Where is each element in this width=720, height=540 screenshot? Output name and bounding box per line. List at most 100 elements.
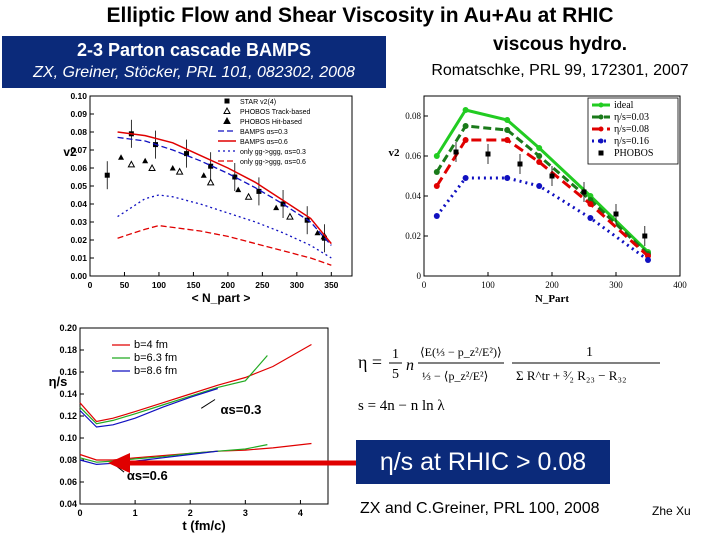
y-tick-label: 0 <box>417 271 422 281</box>
legend-label: PHOBOS Track-based <box>240 109 311 116</box>
x-tick-label: 0 <box>88 280 93 290</box>
left-arrow-icon <box>108 453 358 473</box>
x-tick-label: 4 <box>298 508 303 518</box>
data-point <box>536 159 543 165</box>
legend-marker <box>223 116 231 124</box>
series-line <box>117 131 332 245</box>
data-point <box>244 192 253 200</box>
legend-marker <box>598 102 604 108</box>
data-point <box>587 215 594 221</box>
data-point <box>286 212 294 220</box>
data-point <box>462 137 469 143</box>
annotation-label: αs=0.3 <box>221 402 262 417</box>
x-tick-label: 1 <box>133 508 138 518</box>
conclusion-reference: ZX and C.Greiner, PRL 100, 2008 <box>360 500 600 517</box>
data-point <box>127 160 136 168</box>
x-tick-label: 300 <box>609 280 623 290</box>
hydro-title: viscous hydro. <box>492 34 628 55</box>
formula-one: 1 <box>586 345 593 360</box>
y-tick-label: 0.08 <box>59 455 77 465</box>
y-axis-label: v2 <box>389 147 401 159</box>
data-point <box>208 163 214 169</box>
y-tick-label: 0.04 <box>59 499 77 509</box>
data-point <box>462 107 469 113</box>
legend-label: b=4 fm <box>134 339 168 351</box>
series-line <box>435 138 650 258</box>
data-point <box>462 175 469 181</box>
x-axis-label: t (fm/c) <box>182 518 225 533</box>
legend-label: BAMPS αs=0.6 <box>240 139 288 146</box>
y-tick-label: 0.03 <box>70 217 87 227</box>
series-line <box>117 136 332 246</box>
x-tick-label: 200 <box>221 280 235 290</box>
x-tick-label: 400 <box>673 280 687 290</box>
data-point <box>433 169 440 175</box>
formula-entropy: s = 4n − n ln λ <box>358 398 445 414</box>
legend-marker <box>223 106 231 114</box>
y-axis-label: v2 <box>63 145 77 159</box>
y-tick-label: 0.06 <box>70 163 87 173</box>
annotation-pointer <box>200 399 216 409</box>
data-point <box>148 163 156 171</box>
legend-marker <box>598 126 604 132</box>
y-tick-label: 0.18 <box>59 345 77 355</box>
legend-marker <box>598 114 604 120</box>
x-tick-label: 0 <box>77 508 82 518</box>
x-axis-label: N_Part <box>535 293 570 304</box>
legend-label: PHOBOS <box>614 148 653 159</box>
x-tick-label: 2 <box>188 508 193 518</box>
author-name: Zhe Xu <box>652 504 691 518</box>
hydro-v2-chart: 0 100 200 300 400 0 0.02 0.04 0.06 0.08 N_Part v2 id… <box>389 95 687 304</box>
series-line <box>79 444 268 463</box>
data-point <box>280 201 286 207</box>
y-tick-label: 0.08 <box>405 111 421 121</box>
legend-label: BAMPS αs=0.3 <box>240 129 288 136</box>
bamps-v2-chart: 0 50 100 150 200 250 300 350 0.00 0.01 0.02 0.03 0.0… <box>63 92 353 305</box>
data-point <box>433 213 440 219</box>
data-point <box>206 178 215 186</box>
legend-label: η/s=0.16 <box>614 136 649 147</box>
formula-denominator-right: Σ R^tr + ³⁄₂ R₂₃ − R₃₂ <box>516 368 627 383</box>
x-tick-label: 200 <box>545 280 559 290</box>
series-line <box>117 194 332 259</box>
data-point <box>235 186 242 193</box>
data-point <box>504 137 511 143</box>
x-tick-label: 350 <box>324 280 338 290</box>
y-tick-label: 0.00 <box>70 271 87 281</box>
y-tick-label: 0.10 <box>59 433 77 443</box>
legend-marker <box>224 98 230 104</box>
data-point <box>175 167 184 175</box>
annotation-label: αs=0.6 <box>127 468 168 483</box>
y-tick-label: 0.04 <box>70 199 87 209</box>
x-tick-label: 150 <box>186 280 200 290</box>
bamps-title: 2-3 Parton cascade BAMPS <box>76 40 312 60</box>
y-tick-label: 0.04 <box>405 191 421 201</box>
data-point <box>549 173 555 179</box>
data-point <box>581 189 587 195</box>
legend-label: only gg->ggg, αs=0.6 <box>240 159 306 166</box>
data-point <box>645 257 651 263</box>
data-point <box>453 149 459 155</box>
y-tick-label: 0.06 <box>405 151 421 161</box>
series-line <box>117 224 332 266</box>
x-tick-label: 300 <box>290 280 304 290</box>
data-point <box>504 127 511 133</box>
series-line <box>435 124 650 256</box>
formula-eta-lhs: η = <box>358 352 382 372</box>
x-axis-label: < N_part > <box>192 291 251 305</box>
data-point <box>232 174 238 180</box>
y-tick-label: 0.01 <box>70 253 87 263</box>
data-point <box>169 165 176 171</box>
legend-label: η/s=0.03 <box>614 112 649 123</box>
data-point <box>433 153 440 159</box>
data-point <box>536 153 543 159</box>
data-point <box>536 145 543 151</box>
data-point <box>256 188 262 194</box>
y-tick-label: 0.02 <box>70 235 87 245</box>
y-tick-label: 0.10 <box>70 92 87 101</box>
data-point <box>184 151 190 157</box>
legend-label: ideal <box>614 100 634 111</box>
data-point <box>536 183 543 189</box>
data-point <box>104 172 110 178</box>
formula-n: n <box>406 357 414 374</box>
